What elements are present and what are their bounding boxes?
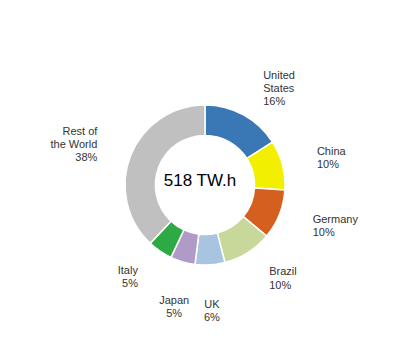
svg-text:Italy5%: Italy5% — [118, 264, 139, 289]
svg-text:Rest ofthe World38%: Rest ofthe World38% — [50, 125, 98, 163]
svg-text:Japan5%: Japan5% — [159, 294, 189, 319]
svg-text:UnitedStates16%: UnitedStates16% — [263, 69, 295, 107]
svg-text:Germany10%: Germany10% — [313, 213, 359, 238]
svg-text:Brazil10%: Brazil10% — [269, 265, 297, 290]
svg-text:UK6%: UK6% — [204, 298, 220, 323]
svg-text:China10%: China10% — [317, 145, 347, 170]
svg-text:518 TW.h: 518 TW.h — [164, 171, 236, 190]
